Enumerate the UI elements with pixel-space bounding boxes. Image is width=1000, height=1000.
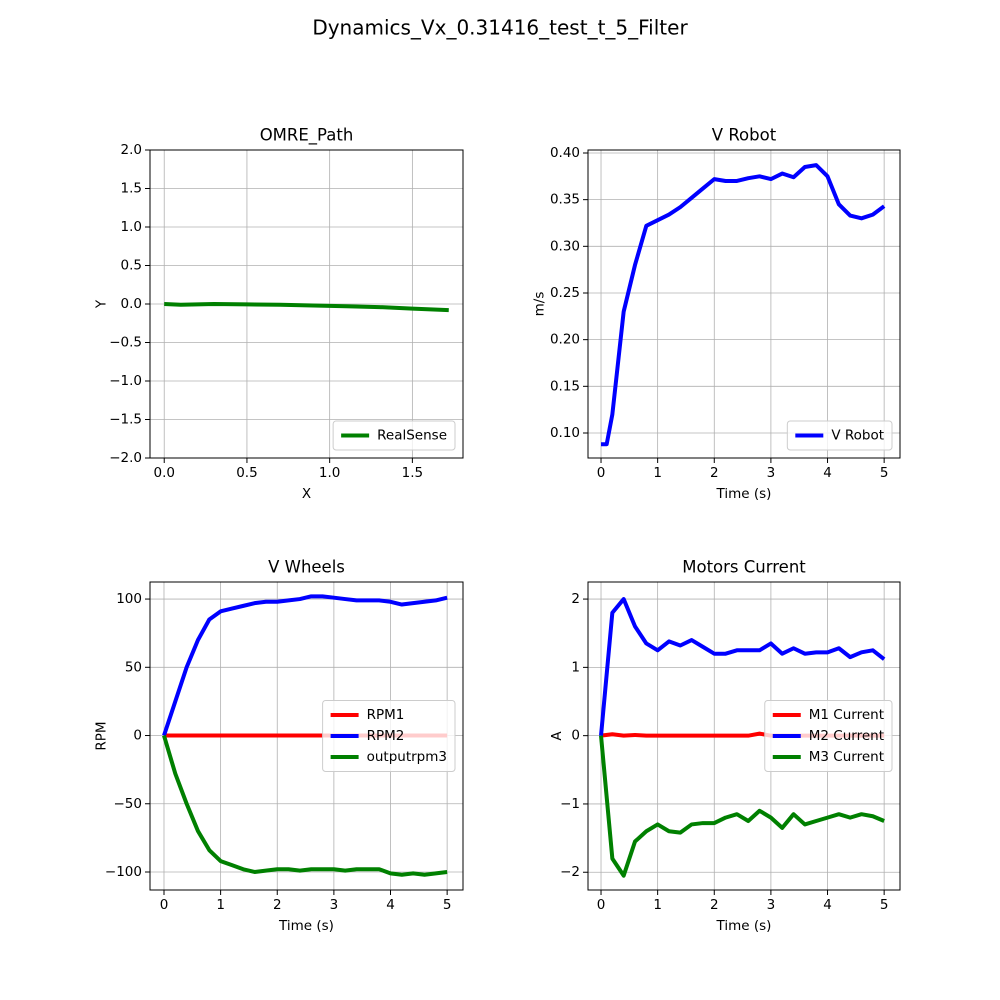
data-line	[162, 594, 448, 737]
y-tick-label: −0.5	[109, 335, 142, 351]
y-tick-label: −100	[105, 864, 142, 880]
x-tick-label: 2	[710, 897, 719, 913]
x-tick-label: 5	[443, 897, 452, 913]
x-axis-label: Time (s)	[278, 918, 334, 934]
x-tick-label: 1.0	[319, 465, 340, 481]
subplot-title: V Wheels	[268, 558, 345, 577]
legend-box	[764, 700, 893, 772]
figure-title: Dynamics_Vx_0.31416_test_t_5_Filter	[312, 16, 688, 40]
x-tick-label: 2	[710, 465, 719, 481]
legend-label: RealSense	[377, 428, 447, 444]
y-tick-label: −2	[560, 864, 580, 880]
y-tick-label: 1.5	[121, 181, 142, 197]
legend-label: M1 Current	[809, 707, 884, 723]
legend-box	[332, 420, 456, 451]
y-tick-label: 0	[571, 728, 580, 744]
y-tick-label: 1	[571, 659, 580, 675]
x-tick-label: 0	[597, 465, 606, 481]
x-tick-label: 1	[653, 465, 662, 481]
x-tick-label: 1.5	[402, 465, 423, 481]
legend: RPM1 RPM2 outputrpm3	[322, 700, 456, 772]
subplot: 0 1 2 3 4 5 0.10 0.15 0.20 0.25 0.30 0.35 0.40 V Robo…	[532, 126, 901, 502]
legend: V Robot	[786, 420, 893, 451]
x-tick-label: 4	[386, 897, 395, 913]
x-axis-label: Time (s)	[716, 486, 772, 502]
legend: RealSense	[332, 420, 456, 451]
y-axis-label: Y	[94, 299, 110, 309]
y-tick-label: 1.0	[121, 219, 142, 235]
legend-label: M3 Current	[809, 749, 884, 765]
x-tick-label: 0	[597, 897, 606, 913]
x-tick-label: 1	[216, 897, 225, 913]
y-axis-label: m/s	[532, 292, 548, 317]
y-tick-label: 2	[571, 591, 580, 607]
x-tick-label: 3	[767, 465, 776, 481]
x-tick-label: 0.5	[236, 465, 257, 481]
subplot: 0 1 2 3 4 5 −2 −1 0 1 2 Motors Current Time (s) A M1 C…	[549, 558, 901, 934]
legend-label: RPM2	[367, 728, 405, 744]
data-line	[599, 735, 885, 878]
axes-frame	[587, 581, 901, 891]
y-axis-label: RPM	[94, 721, 110, 750]
legend-box	[786, 420, 893, 451]
data-line	[599, 597, 886, 736]
y-tick-label: 0.35	[550, 192, 580, 208]
y-tick-label: 0.15	[550, 378, 580, 394]
legend: M1 Current M2 Current M3 Current	[764, 700, 893, 772]
axes-frame	[587, 149, 901, 459]
y-tick-label: 0	[133, 728, 142, 744]
x-tick-label: 3	[767, 897, 776, 913]
y-tick-label: 2.0	[121, 142, 142, 158]
x-tick-label: 1	[653, 897, 662, 913]
y-tick-label: 0.10	[550, 425, 580, 441]
legend-box	[322, 700, 456, 772]
data-line	[601, 163, 886, 447]
data-line	[164, 302, 449, 313]
x-tick-label: 0.0	[153, 465, 174, 481]
subplot-title: OMRE_Path	[260, 126, 354, 146]
x-axis-label: X	[302, 486, 311, 502]
axes-frame	[149, 149, 464, 459]
y-tick-label: 0.20	[550, 332, 580, 348]
y-tick-label: 0.40	[550, 145, 580, 161]
legend-label: outputrpm3	[367, 749, 447, 765]
legend-label: M2 Current	[809, 728, 884, 744]
axes-frame	[149, 581, 464, 891]
x-axis-label: Time (s)	[716, 918, 772, 934]
y-tick-label: 0.5	[121, 258, 142, 274]
subplot: 0 1 2 3 4 5 −100 −50 0 50 100 V Wheels Time (s) RPM RP…	[94, 558, 464, 934]
y-tick-label: −1.5	[109, 412, 142, 428]
x-tick-label: 0	[160, 897, 169, 913]
legend-label: V Robot	[831, 428, 884, 444]
x-tick-label: 2	[273, 897, 282, 913]
x-tick-label: 4	[823, 897, 832, 913]
x-tick-label: 3	[330, 897, 339, 913]
y-tick-label: 0.25	[550, 285, 580, 301]
y-tick-label: −1.0	[109, 373, 142, 389]
legend-label: RPM1	[367, 707, 405, 723]
subplot: 0.0 0.5 1.0 1.5 −2.0 −1.5 −1.0 −0.5 0.0 0.5 1.0 1.5…	[94, 126, 464, 502]
y-tick-label: −2.0	[109, 450, 142, 466]
data-line	[162, 734, 448, 877]
y-tick-label: 50	[125, 659, 142, 675]
y-tick-label: 0.30	[550, 238, 580, 254]
x-tick-label: 5	[880, 897, 889, 913]
x-tick-label: 4	[823, 465, 832, 481]
y-axis-label: A	[549, 731, 565, 741]
subplot-title: Motors Current	[682, 558, 806, 577]
y-tick-label: 0.0	[121, 296, 142, 312]
subplot-title: V Robot	[712, 126, 777, 145]
y-tick-label: −1	[560, 796, 580, 812]
y-tick-label: 100	[116, 591, 142, 607]
x-tick-label: 5	[880, 465, 889, 481]
y-tick-label: −50	[114, 796, 143, 812]
